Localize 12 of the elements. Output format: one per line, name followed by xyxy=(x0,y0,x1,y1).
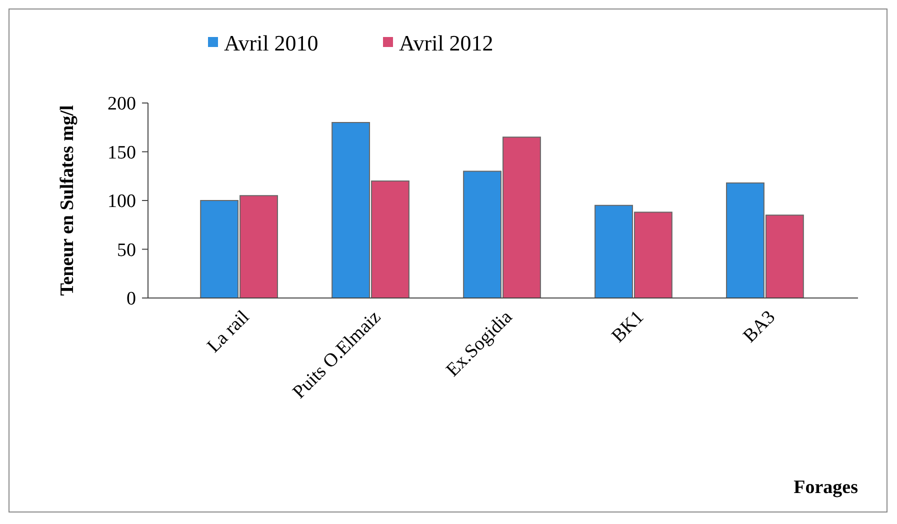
x-tick-label: BA3 xyxy=(739,306,780,347)
y-axis-title: Teneur en Sulfates mg/l xyxy=(57,105,78,296)
y-tick-label: 150 xyxy=(108,142,136,164)
x-axis-title: Forages xyxy=(794,477,858,498)
x-tick-label: La rail xyxy=(203,306,254,357)
y-tick-label: 50 xyxy=(117,240,136,261)
legend-label: Avril 2012 xyxy=(399,30,494,56)
legend-label: Avril 2010 xyxy=(224,30,318,56)
y-tick-label: 200 xyxy=(108,94,136,115)
y-tick-label: 100 xyxy=(108,191,136,212)
x-tick-label: BK1 xyxy=(608,306,648,347)
y-tick-label: 0 xyxy=(126,288,136,310)
